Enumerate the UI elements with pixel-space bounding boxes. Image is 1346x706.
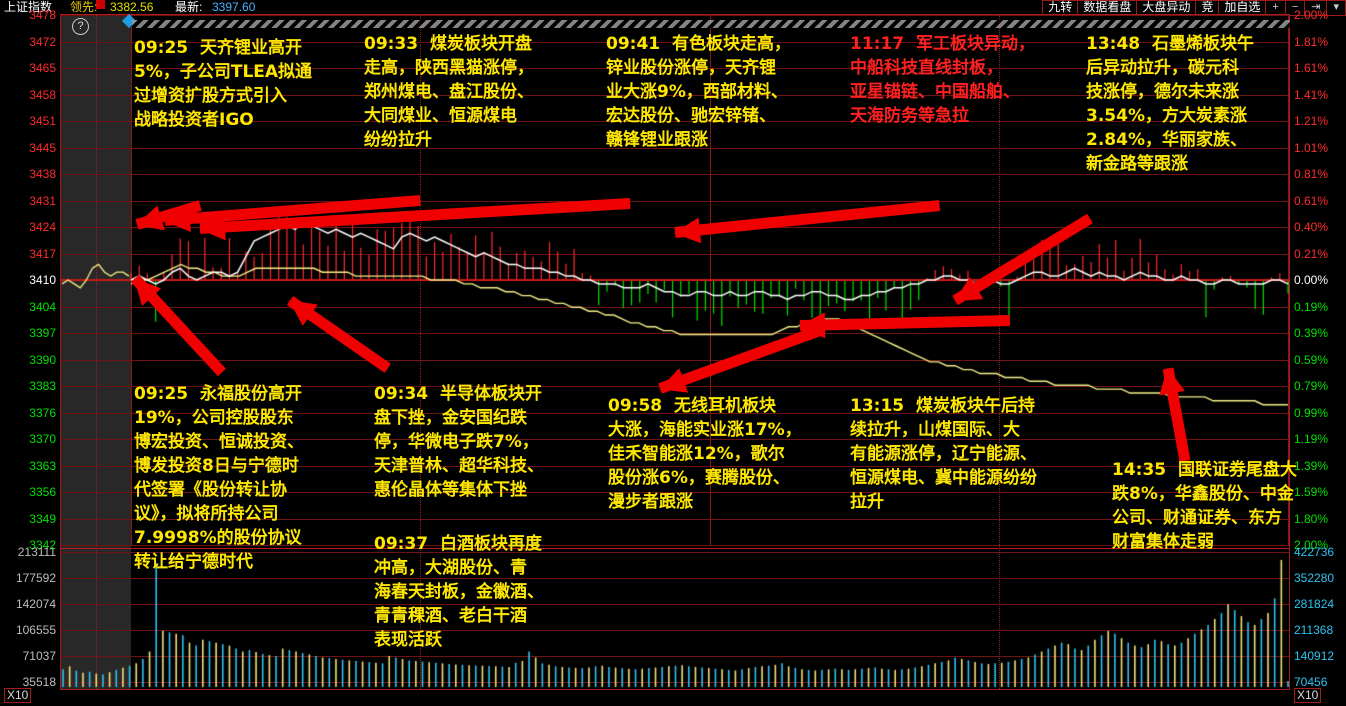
volume-tick-left-71037: 71037 [22,649,56,663]
left-volume-multiplier: X10 [4,688,32,703]
percent-tick-0.39%: 0.39% [1294,326,1329,340]
price-tick-3397: 3397 [29,326,56,340]
price-tick-3363: 3363 [29,458,56,473]
price-tick-3383: 3383 [29,379,56,393]
percent-tick-1.59%: 1.59% [1294,485,1329,499]
volume-tick-left-106555: 106555 [15,623,56,637]
note-0958-earphone: 09:58 无线耳机板块 大涨，海能实业涨17%， 佳禾智能涨12%，歌尔 股份… [608,396,802,512]
percent-tick-2.00%: 2.00% [1294,538,1329,552]
volume-tick-right-281824: 281824 [1294,597,1335,611]
price-tick-3349: 3349 [29,511,56,526]
price-tick-3458: 3458 [29,87,56,102]
right-volume-multiplier: X10 [1294,688,1322,703]
help-icon[interactable]: ? [72,18,89,35]
price-tick-3417: 3417 [29,246,56,261]
note-0934-semiconductor: 09:34 半导体板块开 盘下挫，金安国纪跌 停，华微电子跌7%， 天津普林、超… [374,384,544,500]
lead-marker [96,0,105,9]
volume-tick-left-35518: 35518 [22,675,56,689]
scroll-track[interactable] [132,20,1290,28]
percent-tick-0.40%: 0.40% [1294,220,1329,234]
price-tick-3404: 3404 [29,299,56,314]
percent-tick-0.61%: 0.61% [1294,193,1329,208]
price-tick-3472: 3472 [29,34,56,49]
percent-tick-0.99%: 0.99% [1294,405,1329,420]
volume-tick-left-142074: 142074 [15,597,56,611]
price-tick-3465: 3465 [29,61,56,75]
note-0925-tianqi: 09:25 天齐锂业高开 5%，子公司TLEA拟通 过增资扩股方式引入 战略投资… [134,38,313,130]
btn-data-board[interactable]: 数据看盘 [1077,0,1137,16]
percent-tick-0.81%: 0.81% [1294,167,1329,181]
percent-tick-1.21%: 1.21% [1294,114,1329,128]
price-tick-3438: 3438 [29,167,56,181]
volume-tick-right-70456: 70456 [1294,675,1328,689]
note-1117-military: 11:17 军工板块异动， 中船科技直线封板， 亚星锚链、中国船舶、 天海防务等… [850,34,1035,126]
price-tick-3445: 3445 [29,140,56,155]
volume-tick-left-213111: 213111 [17,545,56,559]
price-tick-3410: 3410 [29,273,56,287]
jump-right-icon[interactable]: ⇥ [1304,0,1327,16]
btn-auction[interactable]: 竞 [1195,0,1219,16]
percent-tick-1.41%: 1.41% [1294,87,1329,102]
btn-jiuzhuan[interactable]: 九转 [1042,0,1078,16]
minus-icon[interactable]: − [1284,0,1305,16]
price-tick-3370: 3370 [29,432,56,446]
note-0933-coal: 09:33 煤炭板块开盘 走高，陕西黑猫涨停， 郑州煤电、盘江股份、 大同煤业、… [364,34,534,150]
note-1435-brokerage: 14:35 国联证券尾盘大 跌8%，华鑫股份、中金 公司、财通证券、东方 财富集… [1112,460,1297,552]
percent-tick-0.21%: 0.21% [1294,246,1329,261]
note-0941-nonferrous: 09:41 有色板块走高， 锌业股份涨停，天齐锂 业大涨9%，西部材料、 宏达股… [606,34,791,150]
percent-tick-1.81%: 1.81% [1294,34,1329,49]
last-value: 3397.60 [212,0,256,14]
index-title: 上证指数 [4,0,53,14]
lead-value: 3382.56 [110,0,154,14]
volume-tick-right-140912: 140912 [1294,649,1335,663]
price-tick-3431: 3431 [29,193,56,208]
percent-tick-0.59%: 0.59% [1294,352,1329,367]
note-0937-baijiu: 09:37 白酒板块再度 冲高，大湖股份、青 海春天封板，金徽酒、 青青稞酒、老… [374,534,544,650]
top-toolbar: 上证指数 领先: 3382.56 最新: 3397.60 九转 数据看盘 大盘异… [0,0,1346,16]
percent-tick-0.00%: 0.00% [1294,273,1329,287]
price-tick-3424: 3424 [29,220,56,234]
note-0925-yongfu: 09:25 永福股份高开 19%，公司控股股东 博宏投资、恒诚投资、 博发投资8… [134,384,304,572]
percent-tick-2.00%: 2.00% [1294,8,1329,22]
volume-tick-right-422736: 422736 [1294,545,1335,559]
percent-tick-1.19%: 1.19% [1294,432,1329,446]
percent-tick-0.79%: 0.79% [1294,379,1329,393]
volume-tick-right-211368: 211368 [1294,623,1334,637]
percent-tick-1.80%: 1.80% [1294,511,1329,526]
percent-tick-0.19%: 0.19% [1294,299,1329,314]
volume-tick-left-177592: 177592 [15,571,56,585]
percent-tick-1.39%: 1.39% [1294,458,1329,473]
price-tick-3356: 3356 [29,485,56,499]
chart-canvas[interactable] [61,15,1289,689]
price-tick-3451: 3451 [29,114,56,128]
last-label: 最新: [175,0,203,14]
lead-label: 领先: [70,0,98,14]
price-tick-3342: 3342 [29,538,56,552]
price-tick-3376: 3376 [29,405,56,420]
note-1315-coal2: 13:15 煤炭板块午后持 续拉升，山煤国际、大 有能源涨停，辽宁能源、 恒源煤… [850,396,1037,512]
volume-tick-right-352280: 352280 [1294,571,1335,585]
note-1348-graphene: 13:48 石墨烯板块午 后异动拉升，碳元科 技涨停，德尔未来涨 3.54%，方… [1086,34,1254,174]
percent-tick-1.01%: 1.01% [1294,140,1329,155]
price-tick-3390: 3390 [29,352,56,367]
price-tick-3478: 3478 [29,8,56,22]
percent-tick-1.61%: 1.61% [1294,61,1329,75]
